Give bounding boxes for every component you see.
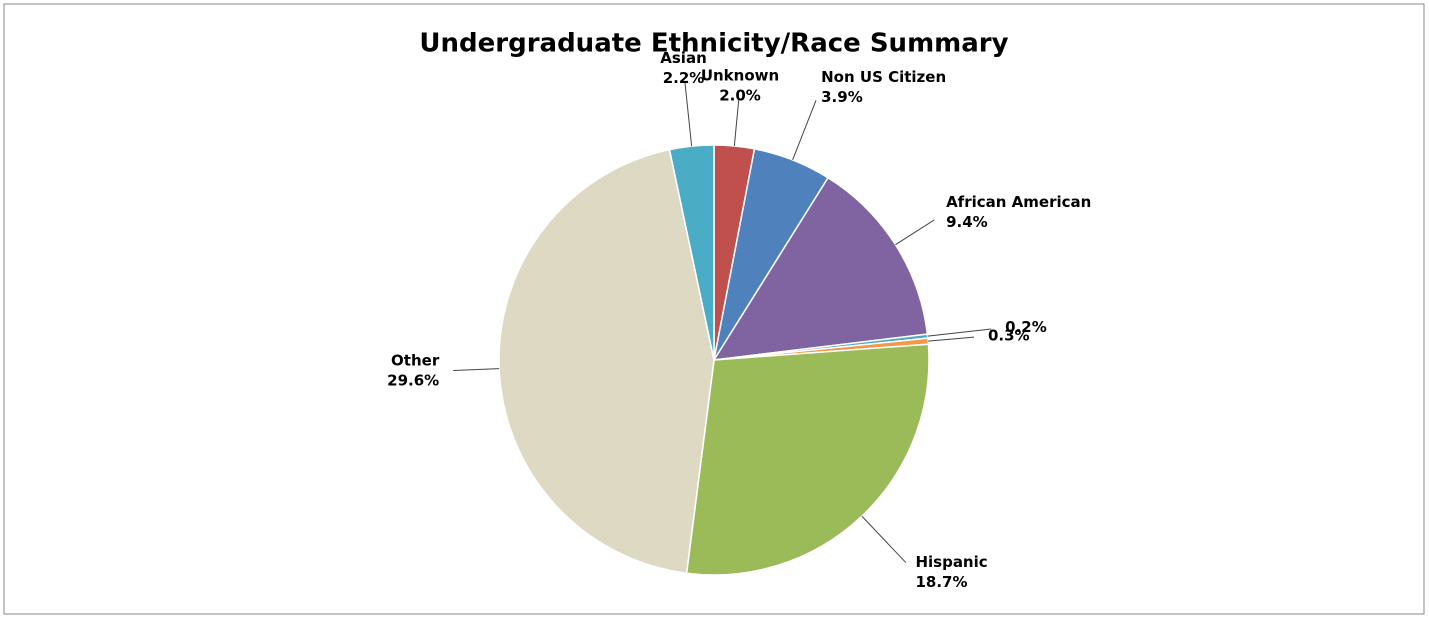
slice-value-label: 2.0% xyxy=(719,87,761,105)
slice-category: Hispanic xyxy=(915,553,987,571)
leader-line xyxy=(684,82,693,147)
leader-line xyxy=(792,100,817,161)
leader-line xyxy=(733,100,740,147)
pie-slice xyxy=(712,176,929,361)
slice-category: Non US Citizen xyxy=(821,68,946,86)
leader-line xyxy=(453,368,500,372)
slice-category: Unknown xyxy=(701,67,779,85)
slice-value-label: 29.6% xyxy=(387,372,439,390)
slice-value-label: 0.3% xyxy=(988,326,1030,344)
chart-title: Undergraduate Ethnicity/Race Summary xyxy=(419,29,1008,59)
leader-line xyxy=(928,336,975,342)
slice-value-label: 3.9% xyxy=(821,88,863,106)
leader-line xyxy=(861,515,907,563)
leader-line xyxy=(895,219,935,246)
slice-category: African American xyxy=(946,193,1091,211)
slice-category: Asian xyxy=(660,49,706,67)
slice-value-label: 9.4% xyxy=(946,213,988,231)
slice-category: Other xyxy=(391,352,440,370)
leader-line xyxy=(927,328,992,337)
slice-value-label: 18.7% xyxy=(915,573,967,591)
slice-value-label: 0.2% xyxy=(1005,318,1047,336)
slice-value-label: 2.2% xyxy=(663,69,705,87)
pie-slice xyxy=(685,343,930,576)
